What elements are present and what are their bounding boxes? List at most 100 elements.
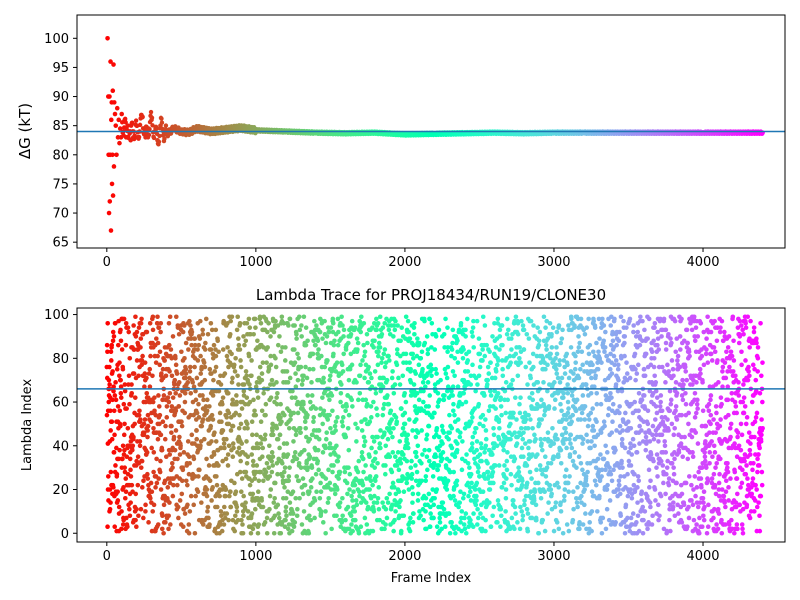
lambda-point (299, 382, 305, 387)
lambda-point (227, 331, 233, 337)
lambda-point (199, 364, 204, 370)
lambda-point (251, 522, 257, 527)
lambda-point (191, 456, 197, 462)
lambda-point (139, 362, 144, 368)
lambda-point (457, 430, 463, 435)
lambda-point (310, 432, 315, 438)
lambda-point (458, 321, 464, 326)
lambda-point (340, 404, 346, 409)
lambda-point (542, 489, 547, 495)
lambda-point (107, 382, 112, 387)
lambda-point (556, 323, 562, 328)
lambda-point (209, 439, 214, 444)
lambda-point (523, 417, 529, 422)
lambda-point (200, 327, 205, 333)
lambda-point (464, 452, 469, 457)
lambda-point (158, 321, 164, 326)
lambda-point (247, 382, 252, 387)
lambda-point (218, 382, 224, 387)
lambda-point (162, 358, 167, 363)
lambda-point (483, 436, 489, 442)
lambda-point (250, 432, 255, 438)
delta-g-point (107, 199, 113, 204)
lambda-point (234, 399, 239, 405)
lambda-point (540, 517, 546, 523)
lambda-point (122, 421, 127, 427)
lambda-point (498, 404, 504, 409)
lambda-point (192, 530, 198, 536)
lambda-point (594, 340, 599, 346)
lambda-point (239, 406, 245, 411)
lambda-point (164, 404, 170, 409)
lambda-point (238, 364, 244, 370)
lambda-point (449, 347, 455, 352)
lambda-point (116, 504, 122, 510)
lambda-point (276, 511, 281, 516)
lambda-point (587, 460, 593, 466)
lambda-point (157, 362, 163, 368)
lambda-point (287, 316, 293, 322)
lambda-point (384, 495, 390, 501)
lambda-point (504, 476, 509, 481)
lambda-point (172, 377, 178, 383)
lambda-point (498, 506, 504, 512)
lambda-point (590, 406, 595, 411)
lambda-point (228, 489, 233, 495)
lambda-point (415, 430, 421, 435)
lambda-point (530, 397, 536, 403)
lambda-point (271, 530, 277, 536)
lambda-point (303, 364, 308, 370)
lambda-point (483, 528, 488, 534)
lambda-point (599, 360, 604, 365)
lambda-point (133, 491, 139, 497)
lambda-point (543, 366, 548, 372)
lambda-point (251, 463, 256, 468)
lambda-point (611, 353, 617, 359)
lambda-point (253, 412, 259, 418)
lambda-point (136, 325, 142, 330)
lambda-point (452, 373, 457, 379)
lambda-chart-title: Lambda Trace for PROJ18434/RUN19/CLONE30 (256, 286, 606, 304)
lambda-point (373, 390, 379, 396)
lambda-point (272, 495, 277, 501)
lambda-point (123, 476, 129, 481)
lambda-point (293, 384, 299, 390)
lambda-point (300, 377, 306, 383)
lambda-point (225, 452, 231, 457)
lambda-point (359, 314, 364, 320)
lambda-point (419, 428, 424, 433)
lambda-point (391, 528, 396, 534)
lambda-point (424, 526, 429, 532)
lambda-point (284, 513, 289, 519)
lambda-point (447, 430, 453, 435)
lambda-point (435, 390, 441, 396)
lambda-point (492, 388, 498, 394)
lambda-point (382, 364, 388, 370)
lambda-point (476, 373, 482, 379)
lambda-point (259, 408, 265, 414)
lambda-point (267, 506, 272, 512)
lambda-point (137, 408, 142, 414)
lambda-point (554, 371, 560, 376)
lambda-point (501, 447, 506, 453)
lambda-point (333, 419, 339, 425)
lambda-point (294, 331, 299, 337)
lambda-point (134, 506, 139, 512)
lambda-point (460, 355, 466, 361)
lambda-point (185, 482, 190, 488)
lambda-point (624, 325, 629, 330)
lambda-point (189, 432, 195, 438)
lambda-point (240, 522, 245, 527)
lambda-point (149, 445, 154, 451)
lambda-point (472, 487, 478, 492)
lambda-point (286, 478, 291, 484)
lambda-point (218, 509, 224, 514)
lambda-point (561, 390, 566, 396)
lambda-point (220, 395, 226, 400)
lambda-point (270, 428, 275, 433)
lambda-point (579, 493, 584, 499)
lambda-point (147, 321, 153, 326)
lambda-point (554, 366, 559, 372)
lambda-point (327, 480, 333, 486)
lambda-point (557, 362, 562, 368)
